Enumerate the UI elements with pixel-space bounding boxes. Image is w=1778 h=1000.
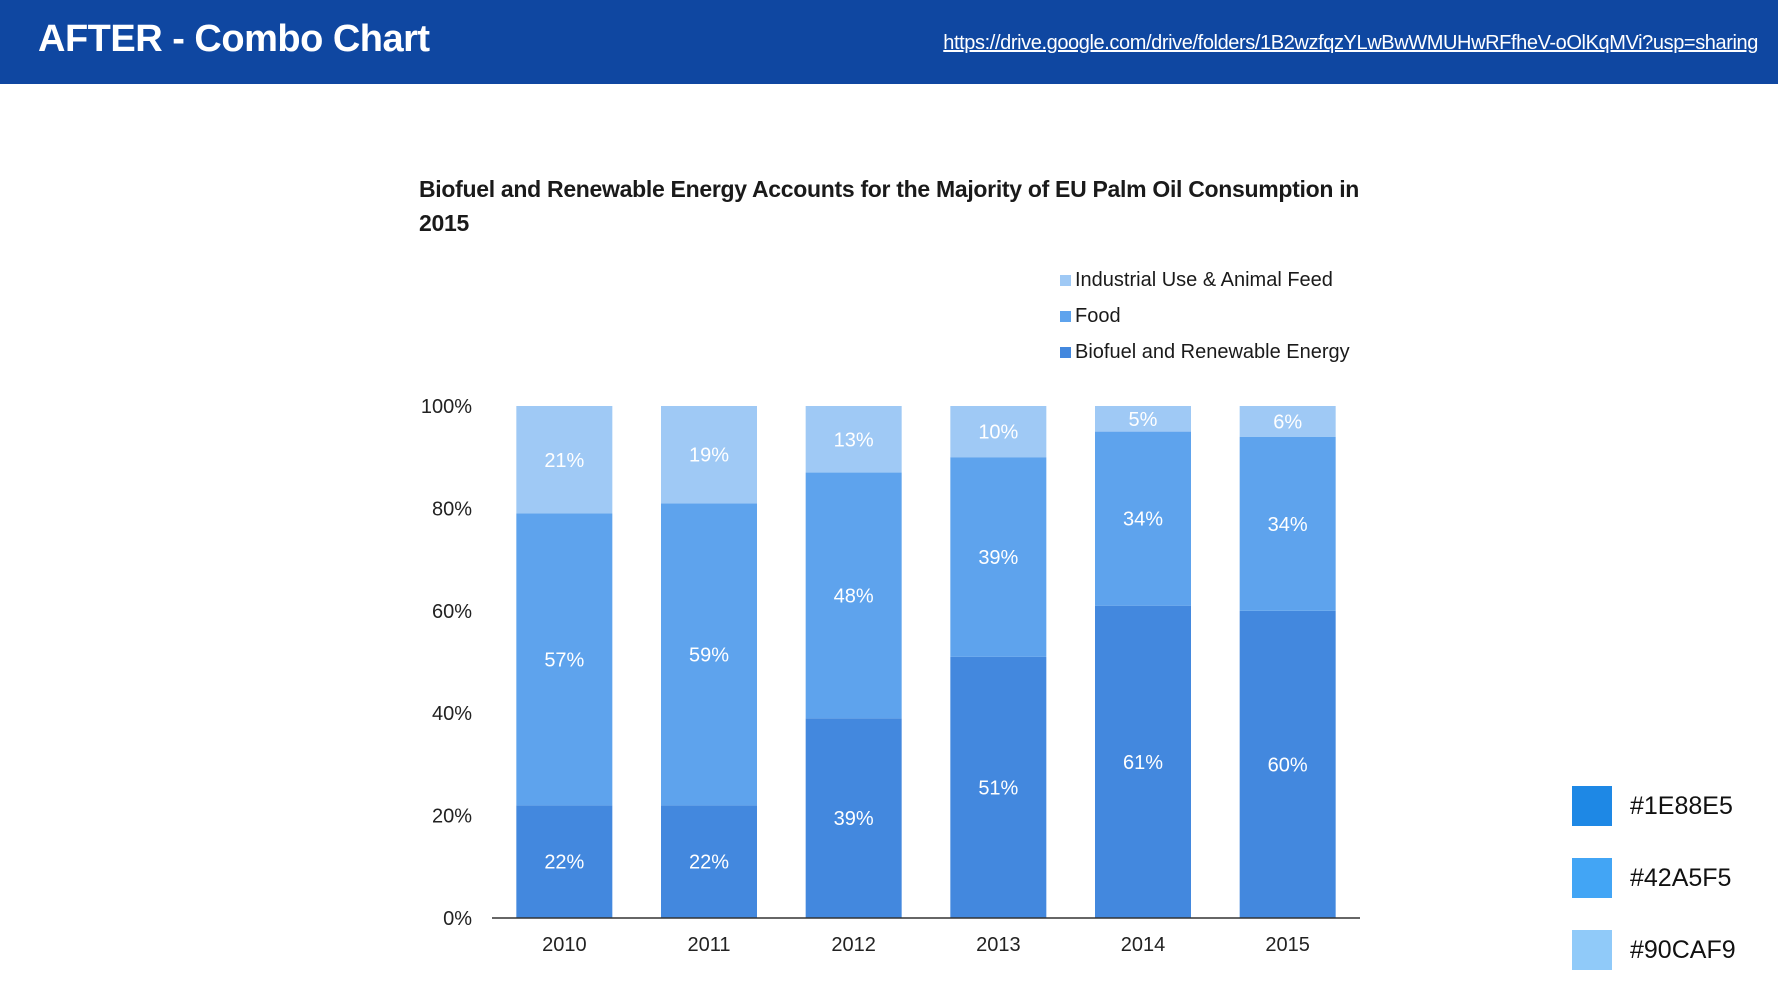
data-label: 39% xyxy=(978,547,1018,569)
bar-segment xyxy=(1239,610,1336,918)
y-tick-label: 80% xyxy=(432,498,472,520)
data-label: 6% xyxy=(1273,411,1302,433)
data-label: 48% xyxy=(834,585,874,607)
page-title: AFTER - Combo Chart xyxy=(38,18,430,60)
data-label: 21% xyxy=(544,450,584,472)
data-label: 51% xyxy=(978,777,1018,799)
bar-segment xyxy=(516,805,613,918)
color-swatch-row: #90CAF9 xyxy=(1572,914,1736,986)
legend-swatch xyxy=(1060,310,1071,322)
color-swatch-label: #90CAF9 xyxy=(1630,935,1736,964)
color-swatch xyxy=(1572,786,1612,826)
bar-segment xyxy=(661,805,757,918)
x-tick-label: 2012 xyxy=(831,934,876,956)
data-label: 34% xyxy=(1268,514,1308,536)
bar-segment xyxy=(661,406,757,504)
drive-folder-link[interactable]: https://drive.google.com/drive/folders/1… xyxy=(943,32,1758,54)
data-label: 61% xyxy=(1123,752,1163,774)
x-tick-label: 2014 xyxy=(1121,934,1166,956)
bar-segment xyxy=(1095,605,1191,918)
bar-segment xyxy=(661,503,757,806)
legend-item: Biofuel and Renewable Energy xyxy=(1060,334,1350,370)
bar-segment xyxy=(805,406,902,473)
y-tick-label: 0% xyxy=(443,908,472,930)
legend-item: Food xyxy=(1060,298,1350,334)
bar-segment xyxy=(805,472,902,719)
color-swatch-label: #42A5F5 xyxy=(1630,863,1732,892)
x-tick-label: 2013 xyxy=(976,934,1021,956)
bar-segment xyxy=(950,457,1047,657)
color-swatches: #1E88E5 #42A5F5 #90CAF9 xyxy=(1572,770,1736,986)
data-label: 34% xyxy=(1123,509,1163,531)
color-swatch-row: #42A5F5 xyxy=(1572,842,1736,914)
bar-segment xyxy=(1095,406,1191,432)
bar-segment xyxy=(516,513,613,806)
y-tick-label: 40% xyxy=(432,703,472,725)
bar-segment xyxy=(1239,406,1336,437)
data-label: 22% xyxy=(544,852,584,874)
legend-swatch xyxy=(1060,274,1071,286)
data-label: 13% xyxy=(834,429,874,451)
chart-legend: Industrial Use & Animal Feed Food Biofuel … xyxy=(1060,262,1350,370)
x-tick-label: 2011 xyxy=(687,934,730,956)
legend-item: Industrial Use & Animal Feed xyxy=(1060,262,1350,298)
y-tick-label: 20% xyxy=(432,806,472,828)
y-tick-label: 100% xyxy=(421,396,472,418)
data-label: 60% xyxy=(1268,754,1308,776)
legend-label: Biofuel and Renewable Energy xyxy=(1075,340,1350,363)
x-tick-label: 2015 xyxy=(1265,934,1310,956)
legend-label: Industrial Use & Animal Feed xyxy=(1075,268,1333,291)
header-bar: AFTER - Combo Chart https://drive.google… xyxy=(0,0,1778,84)
color-swatch-label: #1E88E5 xyxy=(1630,791,1733,820)
data-label: 57% xyxy=(544,649,584,671)
data-label: 5% xyxy=(1129,409,1158,431)
bar-segment xyxy=(1239,436,1336,611)
legend-swatch xyxy=(1060,346,1071,358)
bar-segment xyxy=(950,656,1047,918)
chart-title: Biofuel and Renewable Energy Accounts fo… xyxy=(419,176,1360,236)
color-swatch-row: #1E88E5 xyxy=(1572,770,1736,842)
color-swatch xyxy=(1572,930,1612,970)
data-label: 59% xyxy=(689,644,729,666)
data-label: 10% xyxy=(978,422,1018,444)
data-label: 19% xyxy=(689,445,729,467)
legend-label: Food xyxy=(1075,304,1121,327)
y-tick-label: 60% xyxy=(432,601,472,623)
data-label: 22% xyxy=(689,852,729,874)
bar-segment xyxy=(516,406,613,514)
data-label: 39% xyxy=(834,808,874,830)
bar-segment xyxy=(950,406,1047,458)
bar-segment xyxy=(805,718,902,918)
color-swatch xyxy=(1572,858,1612,898)
x-tick-label: 2010 xyxy=(542,934,587,956)
bar-segment xyxy=(1095,431,1191,606)
